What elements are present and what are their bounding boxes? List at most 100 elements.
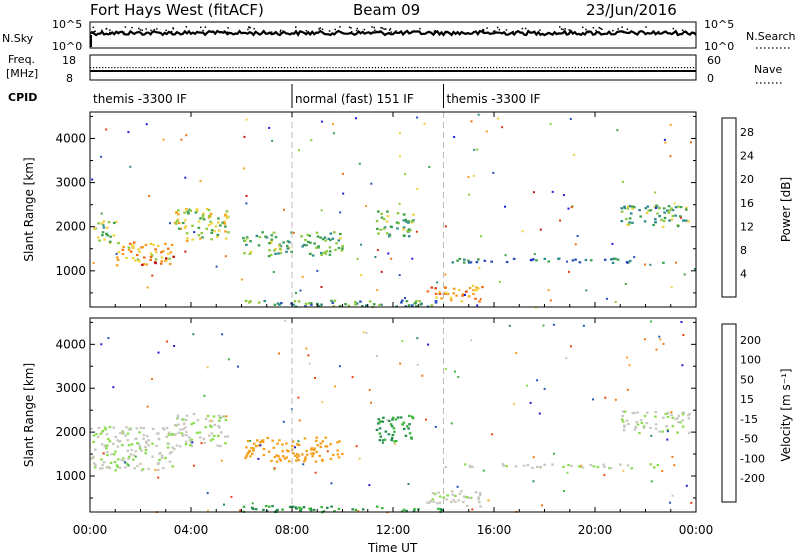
data-cell	[636, 423, 640, 426]
nsearch-point	[170, 30, 173, 33]
data-cell	[323, 236, 327, 239]
nave-point	[217, 67, 219, 69]
xaxis-label: Time UT	[367, 541, 418, 554]
data-cell	[118, 440, 121, 443]
noise-cell	[365, 332, 368, 334]
data-cell	[674, 418, 678, 421]
data-cell	[677, 414, 681, 417]
nave-point	[535, 67, 537, 69]
data-cell	[687, 417, 691, 420]
data-cell	[125, 462, 129, 465]
data-cell	[608, 467, 611, 470]
freq-unit-label: [MHz]	[6, 67, 38, 80]
noise-cell	[351, 376, 354, 379]
data-cell	[175, 211, 178, 214]
data-cell	[332, 453, 335, 456]
noise-cell	[685, 484, 688, 487]
data-cell	[141, 246, 144, 249]
nave-point	[386, 67, 389, 69]
data-cell	[252, 442, 256, 445]
data-cell	[192, 412, 196, 416]
nsky-line	[89, 29, 697, 37]
data-cell	[415, 300, 418, 303]
data-cell	[177, 213, 180, 216]
nave-point	[447, 67, 449, 69]
data-cell	[325, 250, 329, 253]
nave-point	[693, 67, 695, 69]
nave-point	[396, 67, 398, 69]
data-cell	[217, 229, 221, 232]
noise-cell	[565, 357, 568, 360]
data-cell	[626, 464, 630, 467]
nave-point	[441, 67, 443, 69]
noise-cell	[580, 464, 583, 467]
data-cell	[445, 498, 449, 501]
nave-point	[632, 67, 634, 69]
data-cell	[213, 434, 216, 437]
data-cell	[411, 415, 414, 418]
data-cell	[285, 250, 288, 253]
data-cell	[639, 419, 643, 422]
data-cell	[177, 221, 181, 225]
data-cell	[376, 227, 379, 230]
data-cell	[285, 442, 288, 445]
nave-point	[677, 67, 679, 69]
data-cell	[631, 205, 634, 208]
data-cell	[190, 445, 194, 448]
noise-cell	[536, 379, 539, 382]
noise-cell	[669, 155, 672, 158]
data-cell	[225, 217, 229, 220]
data-cell	[308, 507, 311, 510]
data-cell	[619, 463, 622, 466]
nsearch-point	[109, 31, 111, 34]
nave-point	[138, 67, 140, 69]
data-cell	[213, 230, 216, 233]
data-cell	[178, 445, 182, 448]
noise-cell	[541, 504, 543, 507]
nsearch-point	[400, 30, 402, 33]
nave-point	[205, 67, 207, 69]
colorbar-label: Power [dB]	[779, 177, 793, 242]
data-cell	[557, 257, 560, 260]
data-cell	[124, 466, 127, 469]
data-cell	[273, 249, 276, 252]
nave-point	[344, 67, 346, 69]
data-cell	[444, 291, 448, 294]
nsearch-point	[622, 30, 625, 32]
nave-point	[638, 67, 640, 69]
nave-point	[296, 67, 298, 69]
data-cell	[154, 248, 157, 251]
data-cell	[377, 418, 381, 421]
data-cell	[407, 235, 411, 238]
data-cell	[336, 453, 340, 456]
nave-point	[468, 67, 470, 69]
data-cell	[141, 263, 144, 266]
data-cell	[603, 258, 607, 261]
data-cell	[611, 261, 615, 264]
data-cell	[170, 243, 174, 246]
data-cell	[247, 451, 250, 454]
data-cell	[183, 219, 187, 222]
noise-cell	[477, 113, 480, 116]
data-cell	[257, 244, 261, 247]
data-cell	[127, 428, 131, 431]
noise-cell	[376, 249, 379, 251]
nave-point	[635, 67, 637, 69]
noise-cell	[245, 118, 248, 121]
data-cell	[313, 242, 316, 245]
data-cell	[305, 453, 309, 456]
nave-point	[662, 67, 664, 69]
data-cell	[303, 460, 306, 463]
data-cell	[626, 223, 629, 226]
data-cell	[649, 463, 653, 466]
noise-cell	[357, 510, 360, 513]
data-cell	[137, 443, 141, 446]
nave-point	[683, 67, 686, 69]
data-cell	[337, 239, 341, 242]
data-cell	[296, 456, 299, 459]
data-cell	[177, 209, 180, 212]
noise-cell	[360, 274, 363, 276]
nsearch-point	[249, 26, 251, 29]
data-cell	[96, 236, 100, 239]
nsearch-point	[92, 26, 95, 29]
